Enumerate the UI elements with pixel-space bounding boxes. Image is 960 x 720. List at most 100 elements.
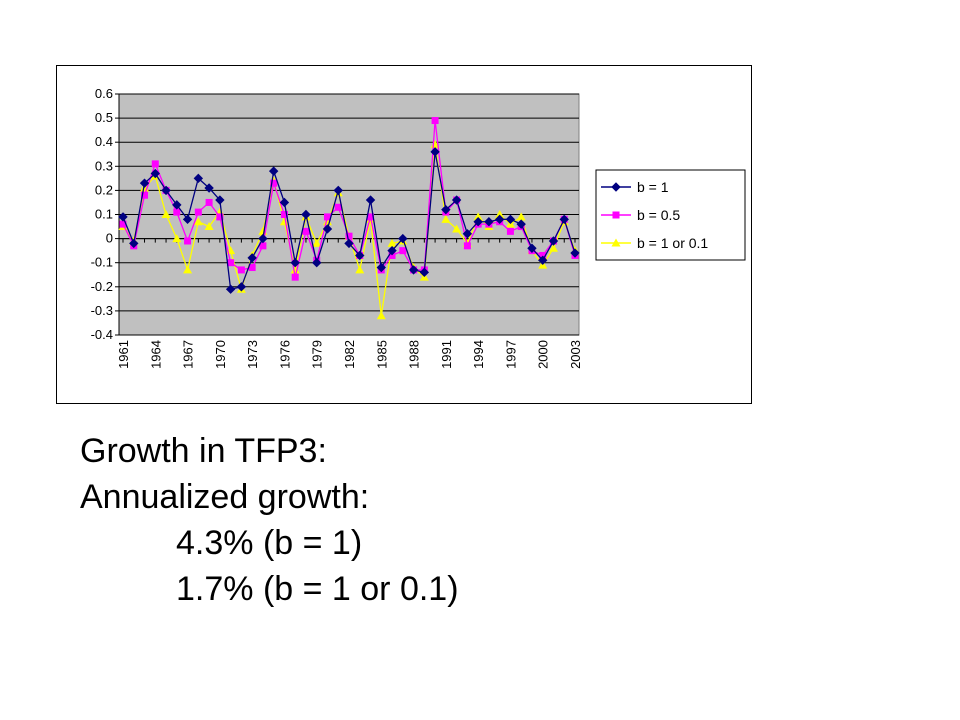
point-triangle bbox=[183, 265, 193, 274]
y-tick-label: -0.2 bbox=[91, 279, 113, 294]
point-square bbox=[248, 264, 256, 272]
x-tick-label: 1976 bbox=[277, 340, 292, 369]
point-diamond bbox=[473, 217, 483, 227]
point-triangle bbox=[516, 212, 526, 221]
point-square bbox=[506, 227, 514, 235]
caption-growth-b1-or-01: 1.7% (b = 1 or 0.1) bbox=[176, 570, 459, 608]
point-square bbox=[280, 211, 288, 218]
y-tick-label: 0.1 bbox=[95, 207, 113, 222]
x-tick-label: 1985 bbox=[374, 340, 389, 369]
caption: Growth in TFP3: Annualized growth: 4.3% … bbox=[80, 428, 459, 612]
point-diamond bbox=[419, 267, 430, 278]
point-square bbox=[173, 208, 181, 216]
point-diamond bbox=[150, 168, 160, 179]
caption-subtitle: Annualized growth: bbox=[80, 478, 370, 516]
point-diamond bbox=[322, 224, 333, 234]
point-diamond bbox=[355, 250, 365, 261]
y-tick-label: 0.4 bbox=[95, 134, 113, 149]
point-diamond bbox=[376, 262, 386, 273]
point-diamond bbox=[505, 214, 516, 225]
point-square bbox=[612, 211, 620, 219]
point-square bbox=[399, 247, 407, 255]
point-triangle bbox=[312, 238, 322, 247]
point-triangle bbox=[204, 222, 214, 231]
chart-frame: 0.6 0.5 0.4 0.3 0.2 0.1 0 -0.1 -0.2 -0.3 -0.4 1961 1… bbox=[56, 65, 752, 404]
point-diamond bbox=[494, 214, 505, 225]
point-square bbox=[259, 242, 267, 250]
x-tick-label: 1994 bbox=[471, 340, 486, 369]
x-tick-label: 1988 bbox=[407, 340, 422, 369]
point-triangle bbox=[279, 217, 289, 226]
point-triangle bbox=[193, 217, 203, 226]
point-square bbox=[237, 266, 245, 274]
point-diamond bbox=[611, 182, 621, 192]
point-triangle bbox=[441, 214, 451, 223]
point-square bbox=[151, 160, 159, 168]
point-square bbox=[270, 179, 278, 187]
x-tick-label: 2003 bbox=[568, 340, 583, 369]
point-diamond bbox=[538, 255, 548, 265]
x-tick-label: 1979 bbox=[310, 340, 325, 369]
x-tick-label: 1973 bbox=[245, 340, 260, 369]
point-square bbox=[302, 227, 310, 235]
legend-label: b = 1 or 0.1 bbox=[637, 235, 708, 251]
point-diamond bbox=[344, 238, 354, 249]
point-diamond bbox=[139, 178, 150, 188]
point-square bbox=[539, 251, 547, 259]
point-diamond bbox=[559, 214, 569, 225]
point-diamond bbox=[215, 195, 225, 205]
point-diamond bbox=[527, 243, 537, 253]
point-triangle bbox=[548, 243, 558, 252]
point-square bbox=[291, 273, 299, 281]
point-diamond bbox=[161, 185, 171, 196]
point-diamond bbox=[290, 257, 300, 268]
point-square bbox=[463, 242, 471, 250]
point-square bbox=[431, 117, 439, 125]
point-triangle bbox=[290, 265, 300, 274]
point-square bbox=[388, 251, 396, 259]
point-diamond bbox=[365, 195, 376, 205]
point-diamond bbox=[204, 183, 214, 193]
point-triangle bbox=[161, 210, 171, 218]
point-triangle bbox=[473, 212, 483, 221]
point-triangle bbox=[387, 238, 397, 247]
x-tick-label: 1997 bbox=[503, 340, 518, 369]
y-tick-label: -0.4 bbox=[91, 327, 113, 342]
point-diamond bbox=[333, 185, 343, 196]
point-square bbox=[119, 220, 127, 228]
point-diamond bbox=[182, 214, 193, 225]
point-diamond bbox=[516, 219, 526, 229]
point-diamond bbox=[279, 197, 290, 208]
point-diamond bbox=[225, 284, 236, 294]
y-tick-label: 0.5 bbox=[95, 110, 113, 125]
point-square bbox=[334, 203, 342, 211]
y-tick-label: 0 bbox=[106, 231, 113, 246]
point-diamond bbox=[548, 236, 559, 246]
x-tick-label: 1982 bbox=[342, 340, 357, 369]
point-diamond bbox=[236, 282, 247, 292]
point-triangle bbox=[495, 210, 505, 218]
point-diamond bbox=[301, 209, 311, 220]
x-tick-label: 1964 bbox=[148, 340, 163, 369]
x-tick-label: 2000 bbox=[536, 340, 551, 369]
y-tick-label: 0.2 bbox=[95, 182, 113, 197]
point-diamond bbox=[193, 173, 204, 184]
caption-title: Growth in TFP3: bbox=[80, 432, 327, 470]
x-tick-label: 1991 bbox=[439, 340, 454, 369]
y-tick-label: 0.6 bbox=[95, 86, 113, 101]
y-tick-label: 0.3 bbox=[95, 158, 113, 173]
point-diamond bbox=[430, 147, 440, 157]
point-diamond bbox=[398, 233, 408, 244]
point-diamond bbox=[451, 195, 462, 205]
point-square bbox=[141, 191, 149, 199]
point-square bbox=[345, 232, 353, 240]
caption-growth-b1: 4.3% (b = 1) bbox=[176, 524, 363, 562]
point-diamond bbox=[258, 233, 268, 244]
point-square bbox=[323, 213, 331, 221]
point-diamond bbox=[129, 238, 139, 249]
legend-label: b = 0.5 bbox=[637, 207, 680, 223]
point-diamond bbox=[118, 212, 128, 222]
point-diamond bbox=[570, 248, 580, 258]
point-square bbox=[216, 213, 224, 221]
x-tick-label: 1970 bbox=[213, 340, 228, 369]
